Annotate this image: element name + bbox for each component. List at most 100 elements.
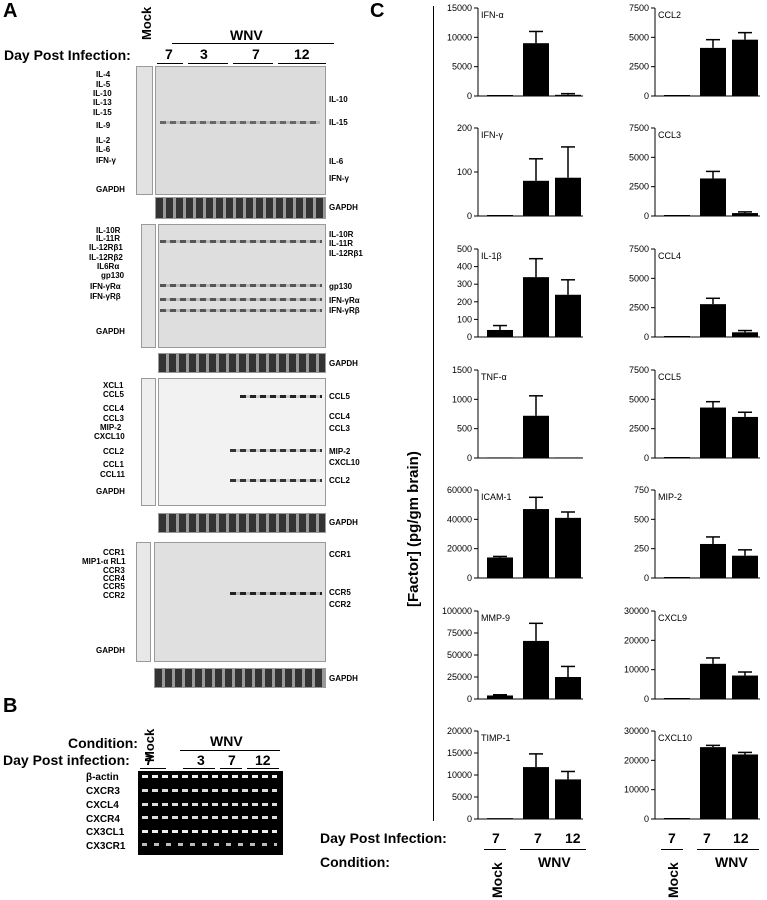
bar xyxy=(523,509,549,578)
panel-c-mock-label-2: Mock xyxy=(665,862,681,898)
blot-1-left-label: IL-2 xyxy=(96,136,111,145)
rpa-blot-3 xyxy=(158,378,326,506)
bar xyxy=(732,416,758,458)
blot-3-left-label: GAPDH xyxy=(96,487,125,496)
y-tick-label: 0 xyxy=(467,814,472,824)
panel-a-day-4: 12 xyxy=(294,46,310,62)
y-tick-label: 100000 xyxy=(442,606,472,616)
blot-1-left-label: IL-10 xyxy=(93,89,112,98)
y-tick-label: 40000 xyxy=(447,514,472,524)
blot-2-right-label: IFN-γRα xyxy=(329,296,360,305)
blot-1-right-label: IL-6 xyxy=(329,157,344,166)
gel-band-row xyxy=(142,803,277,806)
y-tick-label: 0 xyxy=(644,694,649,704)
y-tick-label: 0 xyxy=(644,332,649,342)
y-tick-label: 200 xyxy=(457,123,472,133)
blot-4-right-label: CCR2 xyxy=(329,600,351,609)
bar xyxy=(487,695,513,699)
chart-title: MIP-2 xyxy=(658,492,682,502)
y-tick-label: 25000 xyxy=(447,672,472,682)
panel-b-dpi-label: Day Post infection: xyxy=(3,752,130,768)
blot-3-left-label: XCL1 xyxy=(103,381,124,390)
panel-b-row-label: CXCL4 xyxy=(86,800,119,811)
chart-title: TNF-α xyxy=(481,372,507,382)
blot-4-right-label: CCR1 xyxy=(329,550,351,559)
panel-a-day-2: 3 xyxy=(200,46,208,62)
blot-1-right-label: IL-15 xyxy=(329,118,348,127)
blot-3-left-label: CCL1 xyxy=(103,460,124,469)
blot-1-left-label: GAPDH xyxy=(96,185,125,194)
blot-3-right-label: CCL4 xyxy=(329,412,350,421)
chart-title: ICAM-1 xyxy=(481,492,512,502)
panel-c-day-4: 7 xyxy=(668,830,676,846)
y-tick-label: 30000 xyxy=(624,726,649,736)
blot-3-right-label: CCL2 xyxy=(329,476,350,485)
panel-b-day-2: 3 xyxy=(197,752,205,768)
blot-3-left-label: CCL2 xyxy=(103,447,124,456)
y-tick-label: 7500 xyxy=(629,3,649,13)
blot-3-right-label: MIP-2 xyxy=(329,447,351,456)
bar xyxy=(732,555,758,578)
panel-c-letter: C xyxy=(370,0,385,22)
y-tick-label: 0 xyxy=(644,91,649,101)
panel-c-day-rule xyxy=(484,849,506,850)
gapdh-strip-1 xyxy=(155,197,326,219)
blot-4-left-label: CCR1 xyxy=(103,548,125,557)
blot-4-right-label: CCR5 xyxy=(329,588,351,597)
blot-1-left-label: IL-15 xyxy=(93,108,112,117)
gapdh-label-2: GAPDH xyxy=(329,359,358,368)
y-tick-label: 0 xyxy=(644,211,649,221)
blot-2-right-label: gp130 xyxy=(329,282,353,291)
blot-4-band-ccr5 xyxy=(230,592,322,595)
y-tick-label: 10000 xyxy=(447,770,472,780)
panel-b-day-rule-4 xyxy=(247,768,279,769)
bar xyxy=(732,675,758,699)
blot-2-left-label: IFN-γRα xyxy=(90,282,121,291)
bar xyxy=(523,767,549,819)
bar xyxy=(523,415,549,458)
bar xyxy=(555,677,581,699)
blot-2-right-label: IL-10R xyxy=(329,230,354,239)
y-tick-label: 5000 xyxy=(629,32,649,42)
blot-2-left-label: IFN-γRβ xyxy=(90,292,121,301)
y-tick-label: 100 xyxy=(457,167,472,177)
y-tick-label: 100 xyxy=(457,314,472,324)
bar xyxy=(555,457,581,458)
chart-title: CCL5 xyxy=(658,372,681,382)
bar xyxy=(664,577,690,578)
panel-a-dpi-label: Day Post Infection: xyxy=(4,47,131,63)
panel-b-letter: B xyxy=(3,695,18,717)
ladder-lane-2 xyxy=(141,224,156,348)
gapdh-label-3: GAPDH xyxy=(329,518,358,527)
y-tick-label: 0 xyxy=(467,453,472,463)
bar xyxy=(664,818,690,819)
y-tick-label: 1000 xyxy=(452,394,472,404)
panel-c-wnv-label-1: WNV xyxy=(538,854,571,870)
bar xyxy=(555,517,581,578)
y-tick-label: 0 xyxy=(644,453,649,463)
bar xyxy=(523,277,549,337)
blot-3-left-label: CCL5 xyxy=(103,390,124,399)
panel-b-row-label: CX3CL1 xyxy=(86,827,125,838)
y-tick-label: 400 xyxy=(457,262,472,272)
gel-band-row xyxy=(142,830,277,833)
y-tick-label: 0 xyxy=(467,573,472,583)
blot-1-band-il15 xyxy=(160,121,320,124)
y-tick-label: 2500 xyxy=(629,62,649,72)
blot-2-right-label: IFN-γRβ xyxy=(329,306,360,315)
panel-c-day-rule xyxy=(697,849,759,850)
y-tick-label: 750 xyxy=(634,485,649,495)
y-tick-label: 20000 xyxy=(447,544,472,554)
chart-title: TIMP-1 xyxy=(481,733,511,743)
panel-a-letter: A xyxy=(3,0,18,22)
panel-b-day-3: 7 xyxy=(228,752,236,768)
blot-2-right-label: IL-12Rβ1 xyxy=(329,249,363,258)
y-tick-label: 1500 xyxy=(452,365,472,375)
ladder-lane-3 xyxy=(141,378,156,506)
panel-b-row-label: CXCR4 xyxy=(86,814,120,825)
panel-a-wnv-rule xyxy=(172,43,334,44)
blot-1-left-label: IL-5 xyxy=(96,80,111,89)
blot-1-left-label: IL-13 xyxy=(93,98,112,107)
y-tick-label: 10000 xyxy=(624,785,649,795)
y-tick-label: 0 xyxy=(644,814,649,824)
